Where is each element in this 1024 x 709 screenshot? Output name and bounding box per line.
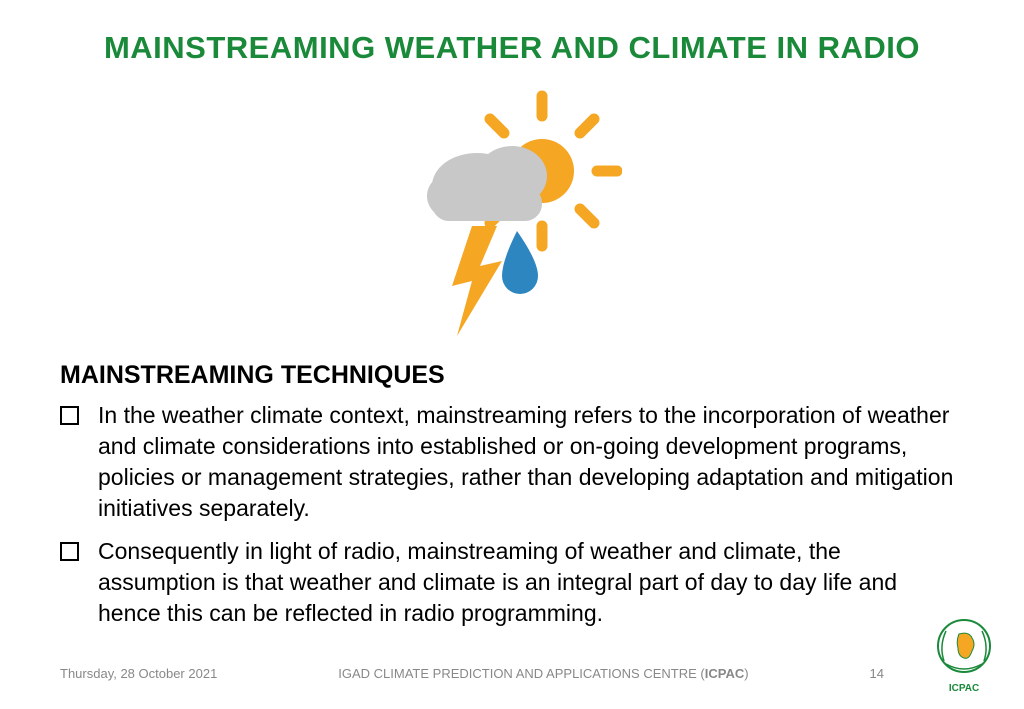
footer-page-number: 14 bbox=[870, 666, 884, 681]
weather-icon bbox=[60, 76, 964, 341]
bullet-item: In the weather climate context, mainstre… bbox=[60, 400, 964, 524]
bullet-item: Consequently in light of radio, mainstre… bbox=[60, 536, 964, 629]
logo-label-icpac: ICPAC bbox=[934, 683, 994, 694]
footer-org-bold: ICPAC bbox=[705, 666, 744, 681]
footer-date: Thursday, 28 October 2021 bbox=[60, 666, 217, 681]
section-subtitle: MAINSTREAMING TECHNIQUES bbox=[60, 361, 964, 390]
icpac-logo: ICPAC bbox=[934, 616, 994, 694]
footer-org-suffix: ) bbox=[744, 666, 748, 681]
slide: MAINSTREAMING WEATHER AND CLIMATE IN RAD… bbox=[0, 0, 1024, 709]
title-text: MAINSTREAMING WEATHER AND CLIMATE IN RAD… bbox=[104, 30, 920, 65]
footer-center: IGAD CLIMATE PREDICTION AND APPLICATIONS… bbox=[217, 666, 869, 681]
slide-footer: Thursday, 28 October 2021 IGAD CLIMATE P… bbox=[60, 666, 964, 681]
bullet-list: In the weather climate context, mainstre… bbox=[60, 400, 964, 629]
footer-org-prefix: IGAD CLIMATE PREDICTION AND APPLICATIONS… bbox=[338, 666, 704, 681]
slide-title: MAINSTREAMING WEATHER AND CLIMATE IN RAD… bbox=[60, 30, 964, 66]
